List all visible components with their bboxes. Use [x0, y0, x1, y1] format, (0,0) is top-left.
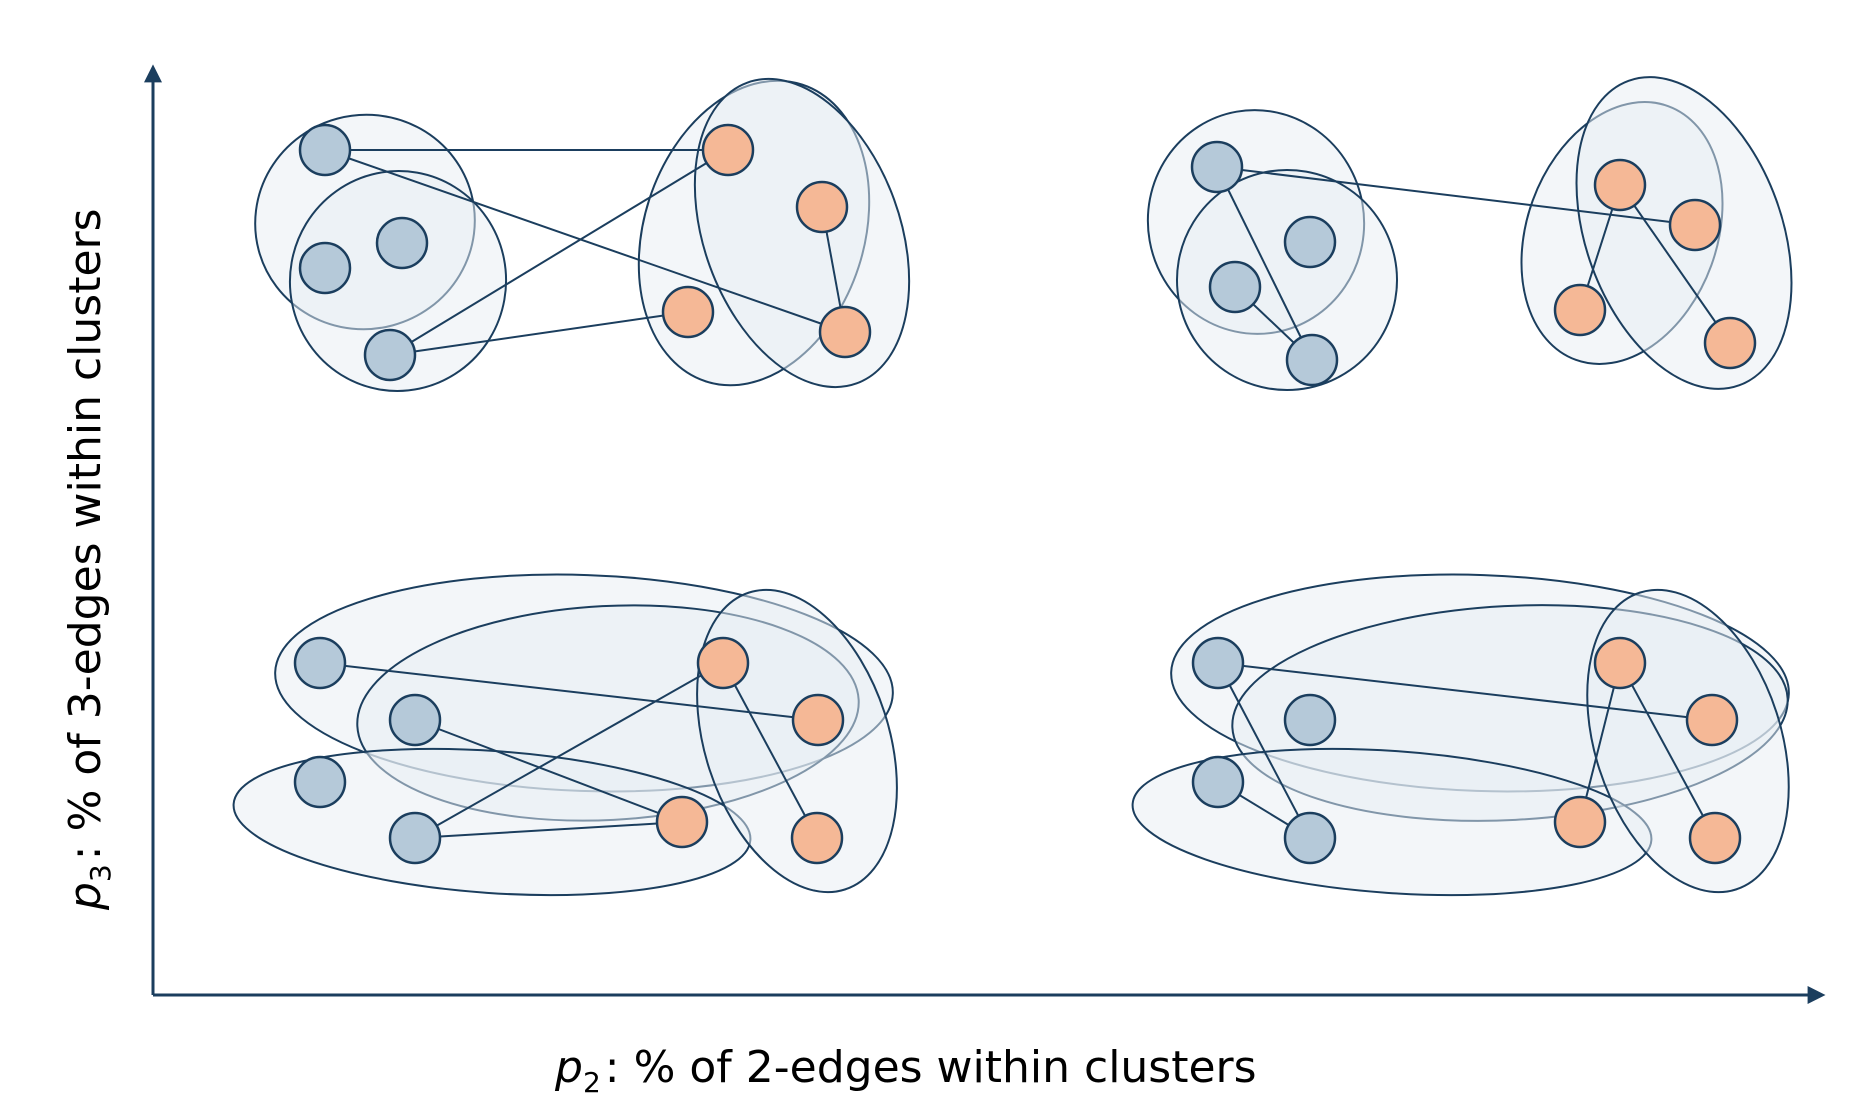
node-orange [1593, 158, 1647, 212]
y-axis-label: p3 : % of 3-edges within clusters [60, 208, 117, 910]
node-blue [1283, 215, 1337, 269]
node-blue [298, 241, 352, 295]
node-blue [298, 123, 352, 177]
node-orange [661, 285, 715, 339]
node-blue [388, 811, 442, 865]
node-blue [1283, 693, 1337, 747]
node-blue [363, 328, 417, 382]
nodes [298, 123, 872, 382]
node-blue [1190, 140, 1244, 194]
edge [319, 662, 819, 721]
node-orange [655, 795, 709, 849]
node-orange [1668, 198, 1722, 252]
node-blue [1285, 333, 1339, 387]
node-orange [795, 180, 849, 234]
node-orange [1688, 811, 1742, 865]
node-orange [1553, 283, 1607, 337]
edge [1217, 662, 1311, 839]
panel-top-right [1146, 76, 1793, 391]
edge [1216, 166, 1696, 226]
edges [1217, 662, 1716, 839]
panel-bottom-left [232, 573, 898, 897]
edge [414, 662, 724, 839]
nodes [1191, 636, 1742, 865]
nodes [293, 636, 845, 865]
hyperedge-blue-b [1176, 169, 1398, 391]
node-blue [375, 216, 429, 270]
panel-bottom-right [1131, 573, 1790, 897]
edge [722, 662, 818, 839]
hyperedge-blue-b [288, 170, 508, 392]
y-axis-subscript: 3 [84, 864, 117, 883]
x-axis-label: p2: % of 2-edges within clusters [555, 1042, 1257, 1099]
node-orange [1593, 636, 1647, 690]
edge [324, 149, 846, 333]
edge [389, 311, 689, 356]
node-orange [1685, 693, 1739, 747]
node-blue [1191, 755, 1245, 809]
panel-top-left [254, 77, 911, 392]
edge [1217, 662, 1713, 721]
edges [319, 662, 819, 839]
x-axis-text: : % of 2-edges within clusters [604, 1042, 1257, 1093]
node-blue [293, 636, 347, 690]
node-orange [701, 123, 755, 177]
node-orange [1553, 795, 1607, 849]
edge [1619, 184, 1731, 344]
y-axis-text: : % of 3-edges within clusters [60, 208, 111, 861]
node-orange [790, 811, 844, 865]
node-blue [293, 755, 347, 809]
y-axis-variable: p [60, 882, 111, 910]
node-blue [1208, 260, 1262, 314]
edge [1216, 166, 1313, 361]
node-blue [1191, 636, 1245, 690]
edge [414, 821, 683, 839]
node-blue [388, 693, 442, 747]
edge [1619, 662, 1716, 839]
x-axis-subscript: 2 [582, 1066, 601, 1099]
node-orange [1703, 316, 1757, 370]
node-blue [1283, 811, 1337, 865]
x-axis-variable: p [555, 1042, 583, 1093]
node-orange [818, 305, 872, 359]
edge [389, 149, 729, 356]
edge [1579, 662, 1621, 823]
edge [414, 719, 683, 823]
node-orange [696, 636, 750, 690]
nodes [1190, 140, 1757, 387]
node-orange [791, 693, 845, 747]
